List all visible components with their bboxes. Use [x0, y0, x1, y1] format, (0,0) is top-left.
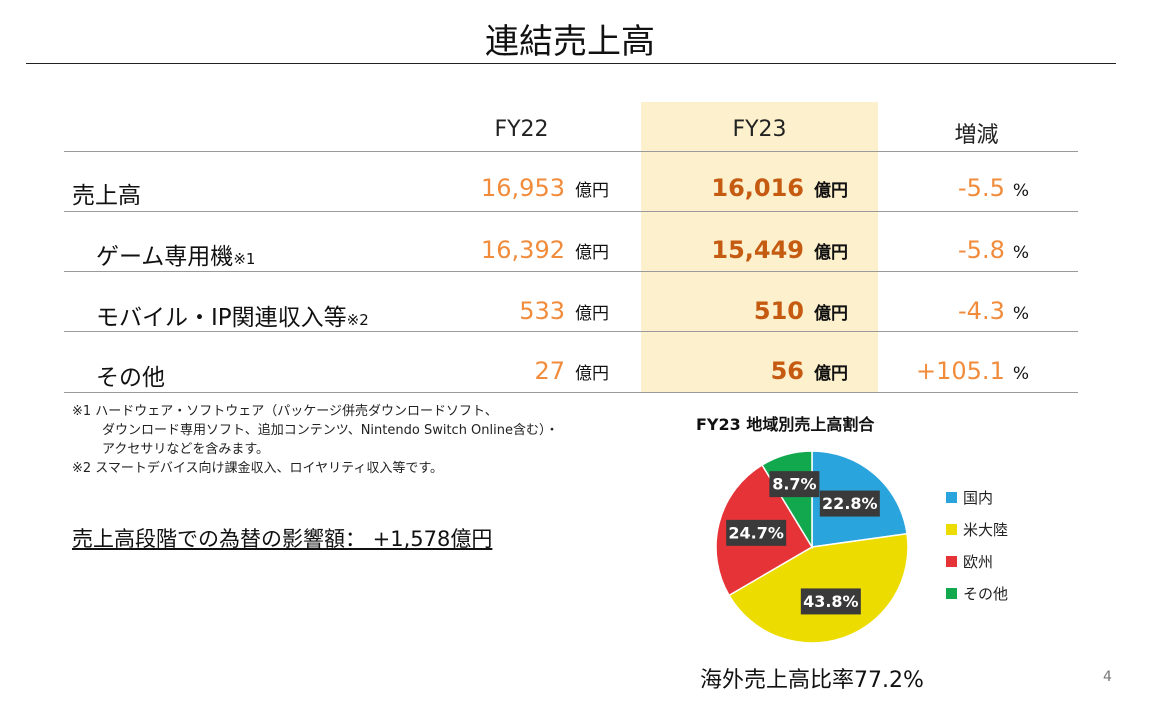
- legend-swatch: [946, 587, 957, 599]
- change-value: -5.5: [958, 174, 1005, 202]
- change-unit: %: [1012, 243, 1029, 263]
- header-fy23: FY23: [732, 117, 787, 142]
- change-unit: %: [1012, 364, 1029, 384]
- table-header-rule: [64, 151, 1078, 152]
- change-value: -4.3: [958, 297, 1005, 325]
- change-cell: -5.5%: [958, 174, 1029, 202]
- row-note: ※1: [233, 250, 256, 268]
- fy22-value: 533: [519, 297, 565, 325]
- pie-data-label: 22.8%: [819, 490, 880, 517]
- pie-data-label: 43.8%: [800, 588, 861, 615]
- legend-swatch: [946, 491, 957, 503]
- pie-data-label: 8.7%: [769, 471, 820, 498]
- legend-label: 米大陸: [963, 520, 1009, 539]
- region-pie-chart: 22.8% 43.8% 24.7% 8.7%: [715, 450, 909, 644]
- row-label-text: 売上高: [72, 183, 141, 209]
- pie-label-box: [800, 588, 861, 615]
- row-label-text: モバイル・IP関連収入等: [96, 305, 347, 331]
- table-row-label: その他: [96, 358, 165, 392]
- pie-label-text: 43.8%: [803, 592, 859, 611]
- legend-item: 国内: [946, 481, 1008, 513]
- legend-label: その他: [963, 584, 1009, 603]
- change-value: -5.8: [958, 236, 1005, 264]
- pie-data-label: 24.7%: [726, 519, 787, 546]
- fy22-value: 16,392: [481, 236, 565, 264]
- fy23-value: 16,016: [711, 174, 804, 202]
- fy23-cell: 15,449 億円: [711, 236, 848, 264]
- table-row-label: ゲーム専用機※1: [96, 237, 255, 271]
- change-cell: -5.8%: [958, 236, 1029, 264]
- fx-impact: 売上高段階での為替の影響額： +1,578億円: [72, 527, 493, 551]
- table-row-rule: [64, 331, 1078, 332]
- pie-slice-2: [728, 532, 909, 644]
- table-row-label: モバイル・IP関連収入等※2: [96, 298, 369, 332]
- fy23-unit: 億円: [814, 364, 848, 384]
- change-value: +105.1: [916, 357, 1005, 385]
- fy23-unit: 億円: [814, 243, 848, 263]
- overseas-ratio: 海外売上高比率77.2%: [700, 668, 924, 693]
- table-row-rule: [64, 392, 1078, 393]
- fy22-cell: 16,392 億円: [481, 236, 609, 264]
- page-number: 4: [1103, 669, 1112, 685]
- change-unit: %: [1012, 181, 1029, 201]
- pie-label-box: [819, 490, 880, 517]
- legend-item: その他: [946, 577, 1008, 609]
- row-label-text: その他: [96, 365, 165, 391]
- page-title: 連結売上高: [485, 22, 655, 62]
- pie-label-text: 24.7%: [728, 523, 784, 542]
- pie-label-text: 22.8%: [822, 494, 878, 513]
- pie-title: FY23 地域別売上高割合: [696, 415, 875, 434]
- footnote-line: アクセサリなどを含みます。: [102, 442, 270, 457]
- fy22-value: 16,953: [481, 174, 565, 202]
- legend-swatch: [946, 555, 957, 567]
- legend-label: 国内: [963, 488, 994, 507]
- table-row-rule: [64, 211, 1078, 212]
- fy22-cell: 533 億円: [519, 297, 609, 325]
- footnote-line: ※2 スマートデバイス向け課金収入、ロイヤリティ収入等です。: [72, 461, 444, 476]
- fy23-cell: 16,016 億円: [711, 174, 848, 202]
- fy22-cell: 16,953 億円: [481, 174, 609, 202]
- row-note: ※2: [346, 311, 369, 329]
- row-label-text: ゲーム専用機: [96, 244, 234, 270]
- change-cell: -4.3%: [958, 297, 1029, 325]
- fy23-value: 56: [770, 357, 804, 385]
- pie-legend: 国内 米大陸 欧州 その他: [946, 481, 1008, 609]
- footnote-line: ダウンロード専用ソフト、追加コンテンツ、Nintendo Switch Onli…: [102, 423, 559, 438]
- fy23-column-highlight: [641, 102, 878, 393]
- legend-swatch: [946, 523, 957, 535]
- header-change: 増減: [954, 123, 999, 148]
- header-fy22: FY22: [494, 117, 549, 142]
- footnote-line: ※1 ハードウェア・ソフトウェア（パッケージ併売ダウンロードソフト、: [72, 404, 498, 419]
- change-cell: +105.1%: [916, 357, 1029, 385]
- fy23-value: 510: [753, 297, 804, 325]
- fy23-cell: 510 億円: [754, 297, 848, 325]
- pie-label-box: [769, 471, 820, 498]
- fy22-unit: 億円: [575, 243, 609, 263]
- table-row-label: 売上高: [72, 176, 141, 210]
- fy23-unit: 億円: [814, 304, 848, 324]
- fy22-unit: 億円: [575, 304, 609, 324]
- fy22-unit: 億円: [575, 181, 609, 201]
- legend-item: 米大陸: [946, 513, 1008, 545]
- table-row-rule: [64, 271, 1078, 272]
- title-divider: [26, 63, 1116, 64]
- fy23-cell: 56 億円: [771, 357, 848, 385]
- fy22-cell: 27 億円: [534, 357, 609, 385]
- fy22-unit: 億円: [575, 364, 609, 384]
- fy23-value: 15,449: [711, 236, 804, 264]
- fy23-unit: 億円: [814, 181, 848, 201]
- fy22-value: 27: [534, 357, 565, 385]
- footnotes: ※1 ハードウェア・ソフトウェア（パッケージ併売ダウンロードソフト、 ダウンロー…: [72, 402, 559, 478]
- change-unit: %: [1012, 304, 1029, 324]
- legend-label: 欧州: [963, 552, 994, 571]
- pie-label-text: 8.7%: [772, 475, 816, 494]
- pie-label-box: [726, 519, 787, 546]
- legend-item: 欧州: [946, 545, 1008, 577]
